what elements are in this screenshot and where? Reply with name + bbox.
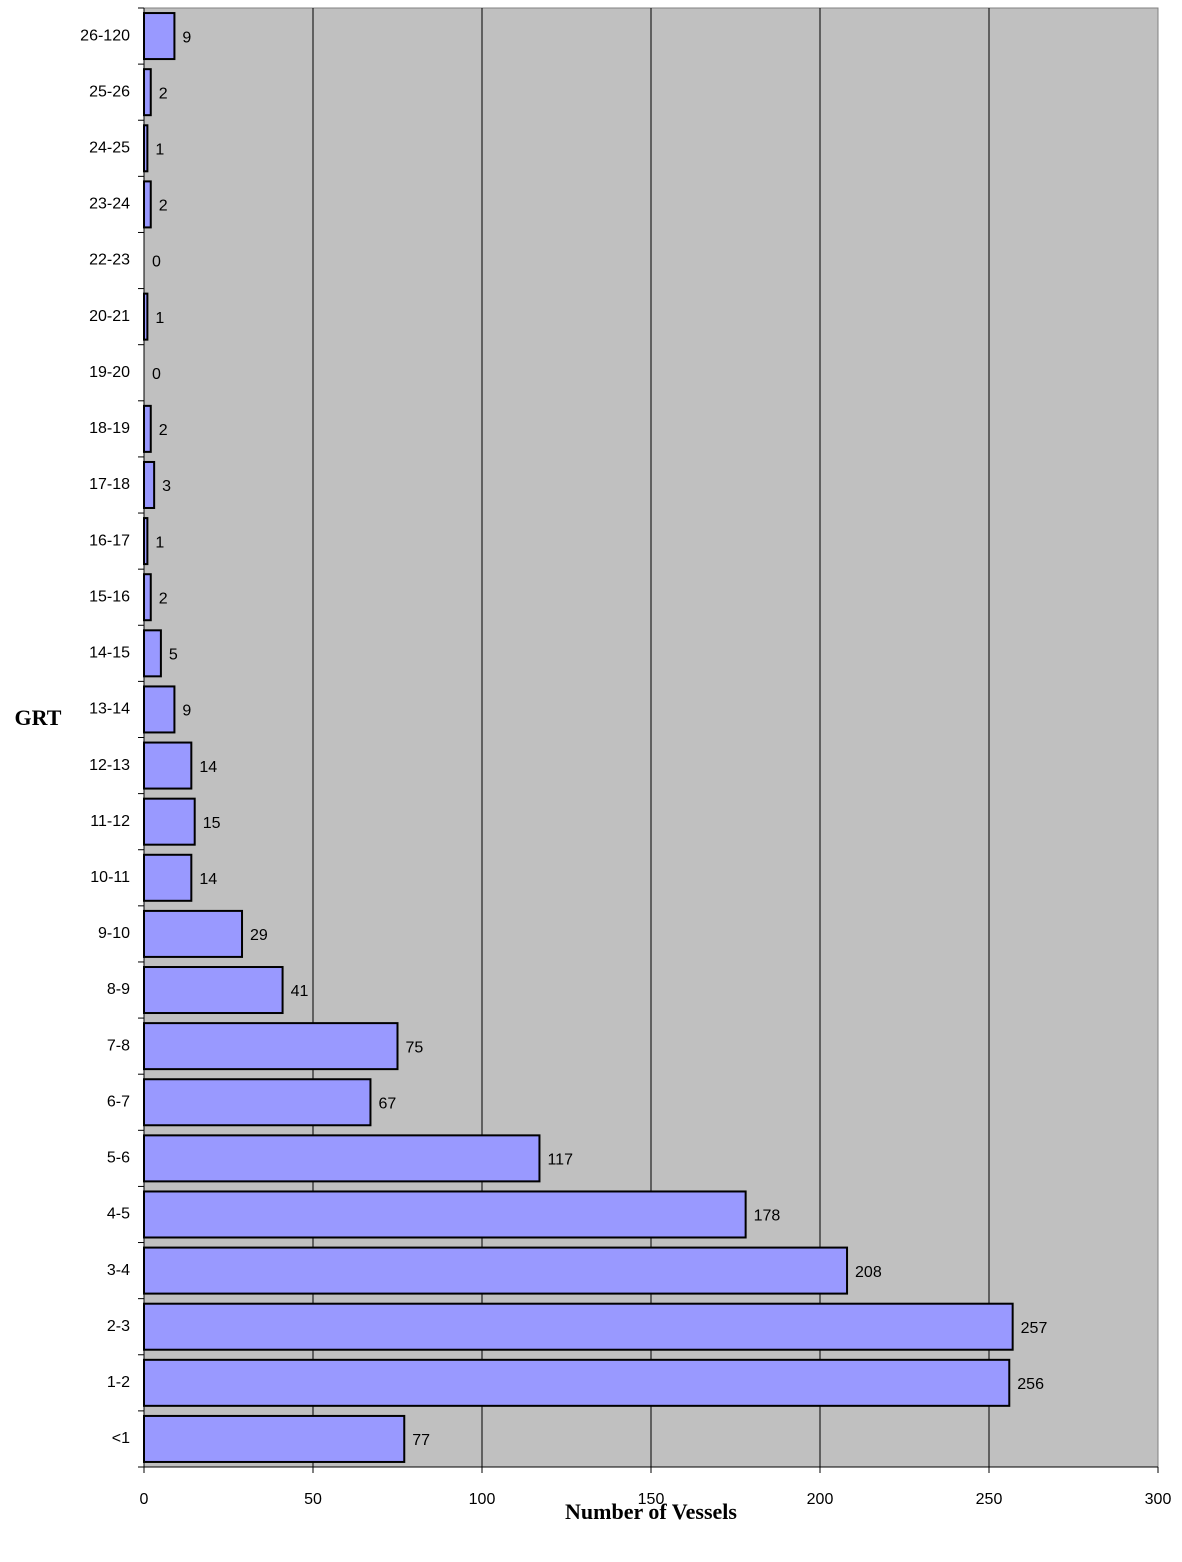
y-tick-label: 12-13	[89, 757, 130, 774]
y-tick-label: 2-3	[107, 1318, 130, 1335]
y-tick-label: 20-21	[89, 308, 130, 325]
value-label: 1	[155, 310, 164, 327]
y-axis-label: GRT	[15, 705, 62, 730]
value-label: 15	[203, 815, 221, 832]
bar	[143, 517, 149, 566]
bar	[143, 1358, 1011, 1407]
bar	[143, 629, 162, 678]
value-label: 67	[378, 1095, 396, 1112]
y-tick-label: 16-17	[89, 532, 130, 549]
bar	[143, 1190, 747, 1239]
value-label: 41	[291, 983, 309, 1000]
y-tick-label: 10-11	[90, 869, 130, 886]
value-label: 257	[1021, 1320, 1048, 1337]
y-tick-label: 26-120	[80, 27, 130, 44]
value-label: 3	[162, 478, 171, 495]
value-label: 2	[159, 198, 168, 215]
y-tick-label: 6-7	[107, 1093, 130, 1110]
x-tick-label: 100	[469, 1491, 496, 1508]
bar	[143, 741, 193, 790]
value-label: 2	[159, 590, 168, 607]
y-tick-label: 18-19	[89, 420, 130, 437]
x-axis-label: Number of Vessels	[565, 1499, 737, 1524]
y-tick-label: 7-8	[107, 1037, 130, 1054]
y-tick-label: 8-9	[107, 981, 130, 998]
y-tick-label: 17-18	[89, 476, 130, 493]
bar	[143, 1022, 399, 1071]
value-label: 14	[199, 871, 217, 888]
value-label: 2	[159, 85, 168, 102]
value-label: 256	[1017, 1376, 1044, 1393]
value-label: 29	[250, 927, 268, 944]
value-label: 178	[754, 1208, 781, 1225]
y-tick-label: 22-23	[89, 252, 130, 269]
y-tick-label: 3-4	[107, 1262, 130, 1279]
value-label: 117	[547, 1152, 573, 1169]
bar	[143, 797, 196, 846]
y-tick-label: 23-24	[89, 196, 130, 213]
bar	[143, 68, 152, 117]
bar	[143, 1302, 1014, 1351]
bar	[143, 853, 193, 902]
bar	[143, 909, 244, 958]
x-tick-label: 300	[1145, 1491, 1172, 1508]
x-tick-label: 50	[304, 1491, 322, 1508]
value-label: 75	[406, 1039, 424, 1056]
y-tick-label: 13-14	[89, 701, 130, 718]
y-tick-label: 14-15	[89, 645, 130, 662]
bar	[143, 1246, 849, 1295]
y-tick-label: 4-5	[107, 1206, 130, 1223]
bar	[143, 12, 176, 61]
bar	[143, 124, 149, 173]
value-label: 14	[199, 759, 217, 776]
x-tick-label: 0	[140, 1491, 149, 1508]
y-tick-label: 11-12	[90, 813, 130, 830]
value-label: 77	[412, 1432, 430, 1449]
value-label: 1	[155, 142, 164, 159]
y-tick-label: 9-10	[98, 925, 130, 942]
y-tick-label: 24-25	[89, 140, 130, 157]
y-tick-label: 25-26	[89, 83, 130, 100]
bar	[143, 1414, 406, 1463]
value-label: 0	[152, 254, 161, 271]
bar	[143, 460, 156, 509]
value-label: 9	[182, 29, 191, 46]
y-tick-label: 1-2	[107, 1374, 130, 1391]
x-tick-label: 200	[807, 1491, 834, 1508]
value-label: 1	[155, 534, 164, 551]
value-label: 5	[169, 647, 178, 664]
value-label: 2	[159, 422, 168, 439]
bar	[143, 292, 149, 341]
bar	[143, 966, 284, 1015]
bar	[143, 1134, 541, 1183]
bar	[143, 573, 152, 622]
x-tick-label: 150	[638, 1491, 665, 1508]
bar	[143, 685, 176, 734]
y-tick-label: <1	[112, 1430, 130, 1447]
bar	[143, 1078, 372, 1127]
bar	[143, 180, 152, 229]
value-label: 9	[182, 703, 191, 720]
y-tick-label: 5-6	[107, 1150, 130, 1167]
value-label: 0	[152, 366, 161, 383]
x-tick-label: 250	[976, 1491, 1003, 1508]
bar	[143, 404, 152, 453]
y-tick-label: 15-16	[89, 588, 130, 605]
value-label: 208	[855, 1264, 882, 1281]
y-tick-label: 19-20	[89, 364, 130, 381]
